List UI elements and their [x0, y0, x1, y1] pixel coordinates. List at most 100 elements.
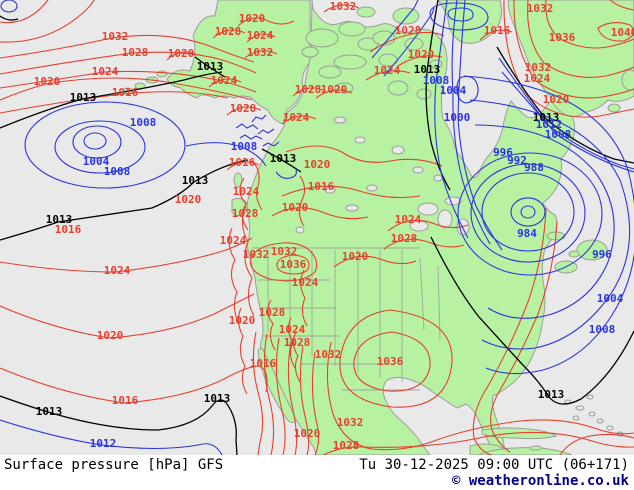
isobar-high — [0, 0, 49, 24]
isobar-high — [249, 242, 318, 282]
isobar-high — [276, 254, 310, 275]
island — [576, 239, 608, 261]
isobar-low — [383, 7, 435, 77]
isobar-high — [300, 269, 308, 327]
isobar-label: 1020 — [321, 83, 348, 96]
isobar-low — [463, 75, 634, 375]
isobar-low — [434, 0, 469, 239]
island — [318, 65, 342, 79]
island — [333, 54, 367, 70]
isobar-high — [397, 55, 443, 67]
isobar-label: 1024 — [524, 72, 551, 85]
isobar-high — [339, 309, 453, 408]
isobar-high — [287, 341, 298, 455]
isobar-low — [251, 114, 267, 123]
isobar-label: 1032 — [102, 30, 129, 43]
isobar-low — [185, 142, 267, 167]
isobar-label: 1024 — [395, 213, 422, 226]
isobar-label: 1032 — [330, 0, 357, 13]
isobar-label: 1032 — [271, 245, 298, 258]
isobar-high — [0, 34, 255, 63]
isobar-label: 1008 — [130, 116, 157, 129]
island — [392, 7, 420, 25]
isobar-label: 1012 — [536, 118, 563, 131]
isobar-1013 — [496, 46, 634, 164]
lake — [437, 209, 453, 229]
isobar-high — [237, 17, 295, 27]
isobar-low — [520, 205, 536, 219]
isobar-high — [315, 89, 353, 99]
isobar-high — [281, 115, 317, 125]
isobar-label: 1008 — [589, 323, 616, 336]
isobar-label: 1024 — [292, 276, 319, 289]
isobar-label: 988 — [524, 161, 544, 174]
isobar-high — [383, 238, 465, 250]
isobar-low — [257, 128, 275, 135]
shoal-island — [606, 425, 614, 431]
isobar-label: 1020 — [168, 47, 195, 60]
isobar-label: 1024 — [233, 185, 260, 198]
isobar-label: 1028 — [259, 306, 286, 319]
isobar-label: 1008 — [231, 140, 258, 153]
isobar-label: 1008 — [545, 128, 572, 141]
isobar-low — [470, 163, 586, 263]
isobar-1013 — [0, 159, 249, 241]
isobar-low — [498, 57, 634, 170]
lake — [391, 145, 405, 155]
isobar-1013 — [194, 56, 226, 78]
isobar-label: 1020 — [34, 75, 61, 88]
isobar-low — [371, 0, 419, 59]
isobar-low — [54, 120, 146, 174]
isobar-label: 1032 — [527, 2, 554, 15]
island — [568, 250, 580, 258]
isobar-low — [235, 123, 259, 130]
isobar-low — [457, 152, 603, 276]
isobar-high — [267, 299, 276, 351]
isobar-high — [298, 175, 306, 227]
isobar-label: 1024 — [104, 264, 131, 277]
isobar-label: 1024 — [247, 29, 274, 42]
isobar-label: 1036 — [549, 31, 576, 44]
isobar-high — [0, 70, 257, 93]
isobar-label: 996 — [493, 146, 513, 159]
isobar-high — [0, 365, 268, 404]
shoal-island — [575, 405, 585, 411]
isobar-label: 1028 — [215, 25, 242, 38]
isobar-label: 1013 — [46, 213, 73, 226]
isobar-label: 1028 — [232, 207, 259, 220]
isobar-label: 1024 — [374, 64, 401, 77]
isobar-high — [271, 207, 369, 220]
shoal-island — [596, 418, 604, 424]
isobar-low — [501, 71, 634, 173]
isobar-high — [0, 77, 253, 101]
isobar-low — [481, 172, 575, 252]
isobar-label: 1036 — [377, 355, 404, 368]
isobar-high — [241, 205, 255, 317]
isobar-label: 1016 — [229, 156, 256, 169]
isobar-high — [0, 237, 253, 273]
isobar-label: 1020 — [282, 201, 309, 214]
island — [621, 69, 634, 91]
isobar-high — [208, 78, 242, 88]
isobar-label: 1036 — [280, 258, 307, 271]
isobar-label: 1020 — [175, 193, 202, 206]
isobar-label: 1020 — [239, 12, 266, 25]
isobar-label: 1004 — [597, 292, 624, 305]
isobar-high — [292, 331, 301, 383]
isobar-label: 1016 — [484, 24, 511, 37]
isobar-label: 1040 — [611, 26, 634, 39]
isobar-high — [333, 255, 417, 268]
isobar-low — [83, 132, 107, 150]
isobar-low — [24, 101, 186, 189]
isobar-label: 1024 — [283, 111, 310, 124]
landmass — [166, 0, 311, 125]
isobar-high — [285, 145, 443, 167]
isobar-label: 1032 — [315, 348, 342, 361]
isobar-high — [479, 29, 513, 41]
isobar-1013 — [425, 0, 451, 191]
isobar-label: 1032 — [247, 46, 274, 59]
isobar-high — [228, 227, 240, 325]
island — [372, 30, 396, 46]
island — [416, 88, 432, 100]
island — [404, 37, 424, 51]
